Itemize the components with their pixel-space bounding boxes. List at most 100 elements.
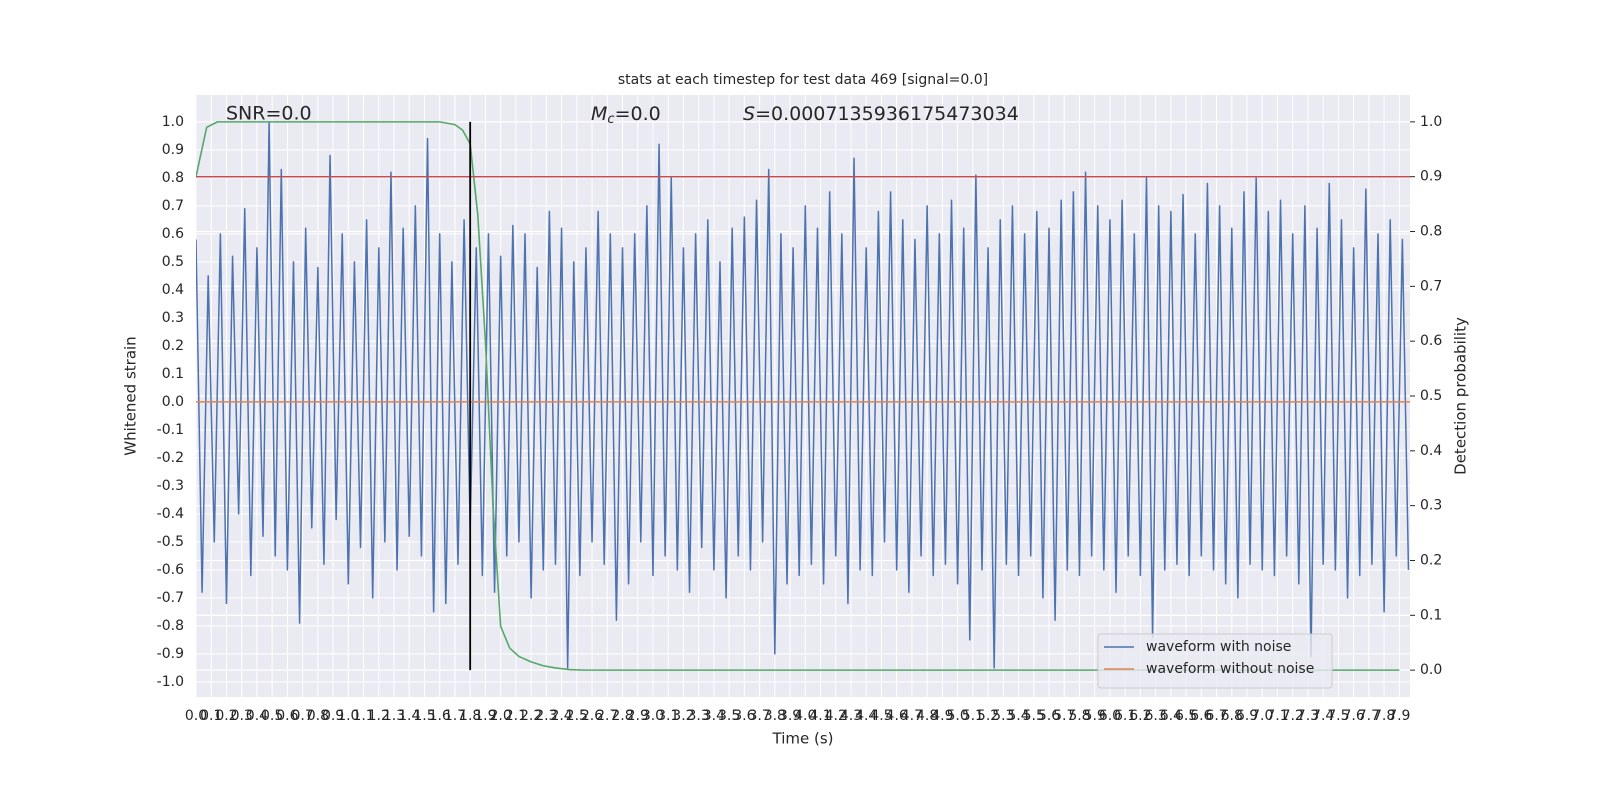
x-tick-label: 0.2 bbox=[215, 708, 237, 724]
x-tick-label: 4.5 bbox=[870, 708, 892, 724]
y-tick-label: -0.3 bbox=[157, 478, 184, 494]
x-tick-label: 2.9 bbox=[627, 708, 649, 724]
x-tick-label: 3.2 bbox=[672, 708, 694, 724]
x-tick-label: 3.8 bbox=[764, 708, 786, 724]
series-line bbox=[196, 121, 1400, 671]
x-tick-label: 0.6 bbox=[276, 708, 298, 724]
x-tick-label: 7.0 bbox=[1251, 708, 1273, 724]
x-tick-label: 5.3 bbox=[992, 708, 1014, 724]
x-tick-label: 6.2 bbox=[1129, 708, 1151, 724]
x-tick-label: 7.1 bbox=[1266, 708, 1288, 724]
y-tick-label: 0.4 bbox=[162, 282, 184, 298]
y-tick-label: -0.2 bbox=[157, 450, 184, 466]
x-tick-label: 3.4 bbox=[703, 708, 725, 724]
y-tick-label: -0.4 bbox=[157, 506, 184, 522]
x-tick-label: 3.0 bbox=[642, 708, 664, 724]
x-tick-label: 5.2 bbox=[977, 708, 999, 724]
x-tick-label: 1.2 bbox=[368, 708, 390, 724]
x-tick-label: 2.0 bbox=[490, 708, 512, 724]
y2-tick-label: 0.9 bbox=[1420, 169, 1442, 185]
x-tick-label: 0.8 bbox=[307, 708, 329, 724]
y-tick-label: -0.8 bbox=[157, 618, 184, 634]
mc-symbol: M bbox=[591, 103, 607, 125]
y-tick-label: -0.1 bbox=[157, 422, 184, 438]
x-tick-label: 5.6 bbox=[1038, 708, 1060, 724]
x-tick-label: 5.7 bbox=[1053, 708, 1075, 724]
y2-tick-label: 0.7 bbox=[1420, 278, 1442, 294]
x-tick-label: 7.9 bbox=[1388, 708, 1410, 724]
x-axis-label: Time (s) bbox=[772, 730, 834, 748]
x-tick-label: 2.7 bbox=[596, 708, 618, 724]
y-tick-label: 0.5 bbox=[162, 254, 184, 270]
x-tick-label: 0.7 bbox=[291, 708, 313, 724]
x-tick-label: 6.5 bbox=[1175, 708, 1197, 724]
y-tick-label: -0.5 bbox=[157, 534, 184, 550]
y-tick-label: -0.7 bbox=[157, 590, 184, 606]
snr-annotation: SNR=0.0 bbox=[226, 103, 312, 125]
x-tick-label: 7.2 bbox=[1282, 708, 1304, 724]
x-tick-label: 1.3 bbox=[383, 708, 405, 724]
x-tick-label: 2.6 bbox=[581, 708, 603, 724]
mc-subscript: c bbox=[607, 112, 614, 127]
y2-tick-label: 0.5 bbox=[1420, 388, 1442, 404]
s-value: =0.0007135936175473034 bbox=[755, 103, 1019, 125]
legend: waveform with noise waveform without nois… bbox=[1097, 633, 1333, 689]
y-tick-label: 0.2 bbox=[162, 338, 184, 354]
x-tick-label: 6.8 bbox=[1221, 708, 1243, 724]
chart-title: stats at each timestep for test data 469… bbox=[618, 72, 988, 88]
plot bbox=[196, 121, 1410, 671]
x-tick-label: 5.0 bbox=[946, 708, 968, 724]
y-axis-label: Whitened strain bbox=[122, 336, 140, 455]
x-tick-label: 2.3 bbox=[535, 708, 557, 724]
x-tick-label: 3.6 bbox=[733, 708, 755, 724]
x-tick-label: 2.1 bbox=[505, 708, 527, 724]
y2-tick-label: 0.4 bbox=[1420, 443, 1442, 459]
x-tick-label: 3.1 bbox=[657, 708, 679, 724]
x-tick-label: 6.6 bbox=[1190, 708, 1212, 724]
y-tick-label: -0.9 bbox=[157, 646, 184, 662]
mc-annotation: Mc=0.0 bbox=[591, 103, 661, 127]
x-tick-label: 4.1 bbox=[809, 708, 831, 724]
x-tick-label: 4.6 bbox=[886, 708, 908, 724]
x-tick-label: 4.9 bbox=[931, 708, 953, 724]
x-tick-label: 3.9 bbox=[779, 708, 801, 724]
mc-value: =0.0 bbox=[615, 103, 661, 125]
y2-tick-label: 0.2 bbox=[1420, 552, 1442, 568]
y-tick-label: 0.1 bbox=[162, 366, 184, 382]
x-tick-label: 5.5 bbox=[1023, 708, 1045, 724]
x-tick-label: 4.4 bbox=[855, 708, 877, 724]
y-tick-label: 0.8 bbox=[162, 170, 184, 186]
x-tick-label: 4.8 bbox=[916, 708, 938, 724]
legend-box bbox=[1097, 633, 1333, 689]
x-tick-label: 1.9 bbox=[474, 708, 496, 724]
x-tick-label: 2.8 bbox=[611, 708, 633, 724]
x-tick-label: 0.3 bbox=[231, 708, 253, 724]
s-annotation: S=0.0007135936175473034 bbox=[743, 103, 1019, 125]
y-tick-label: 0.3 bbox=[162, 310, 184, 326]
y-tick-label: 1.0 bbox=[162, 114, 184, 130]
x-tick-label: 2.4 bbox=[550, 708, 572, 724]
x-tick-label: 5.4 bbox=[1007, 708, 1029, 724]
y-tick-label: 0.7 bbox=[162, 198, 184, 214]
x-tick-label: 2.2 bbox=[520, 708, 542, 724]
x-tick-label: 7.5 bbox=[1327, 708, 1349, 724]
x-tick-label: 4.0 bbox=[794, 708, 816, 724]
x-tick-label: 1.6 bbox=[429, 708, 451, 724]
y2-tick-label: 0.6 bbox=[1420, 333, 1442, 349]
x-tick-label: 7.7 bbox=[1358, 708, 1380, 724]
x-tick-label: 5.1 bbox=[962, 708, 984, 724]
x-tick-label: 0.9 bbox=[322, 708, 344, 724]
x-tick-label: 7.8 bbox=[1373, 708, 1395, 724]
x-tick-label: 5.8 bbox=[1068, 708, 1090, 724]
y-tick-label: 0.9 bbox=[162, 142, 184, 158]
x-tick-label: 6.1 bbox=[1114, 708, 1136, 724]
x-tick-label: 6.7 bbox=[1205, 708, 1227, 724]
x-tick-label: 1.0 bbox=[337, 708, 359, 724]
x-tick-label: 4.2 bbox=[825, 708, 847, 724]
y-tick-label: -0.6 bbox=[157, 562, 184, 578]
x-tick-label: 4.3 bbox=[840, 708, 862, 724]
y-tick-label: -1.0 bbox=[157, 674, 184, 690]
y2-tick-label: 0.1 bbox=[1420, 607, 1442, 623]
x-tick-label: 6.0 bbox=[1099, 708, 1121, 724]
